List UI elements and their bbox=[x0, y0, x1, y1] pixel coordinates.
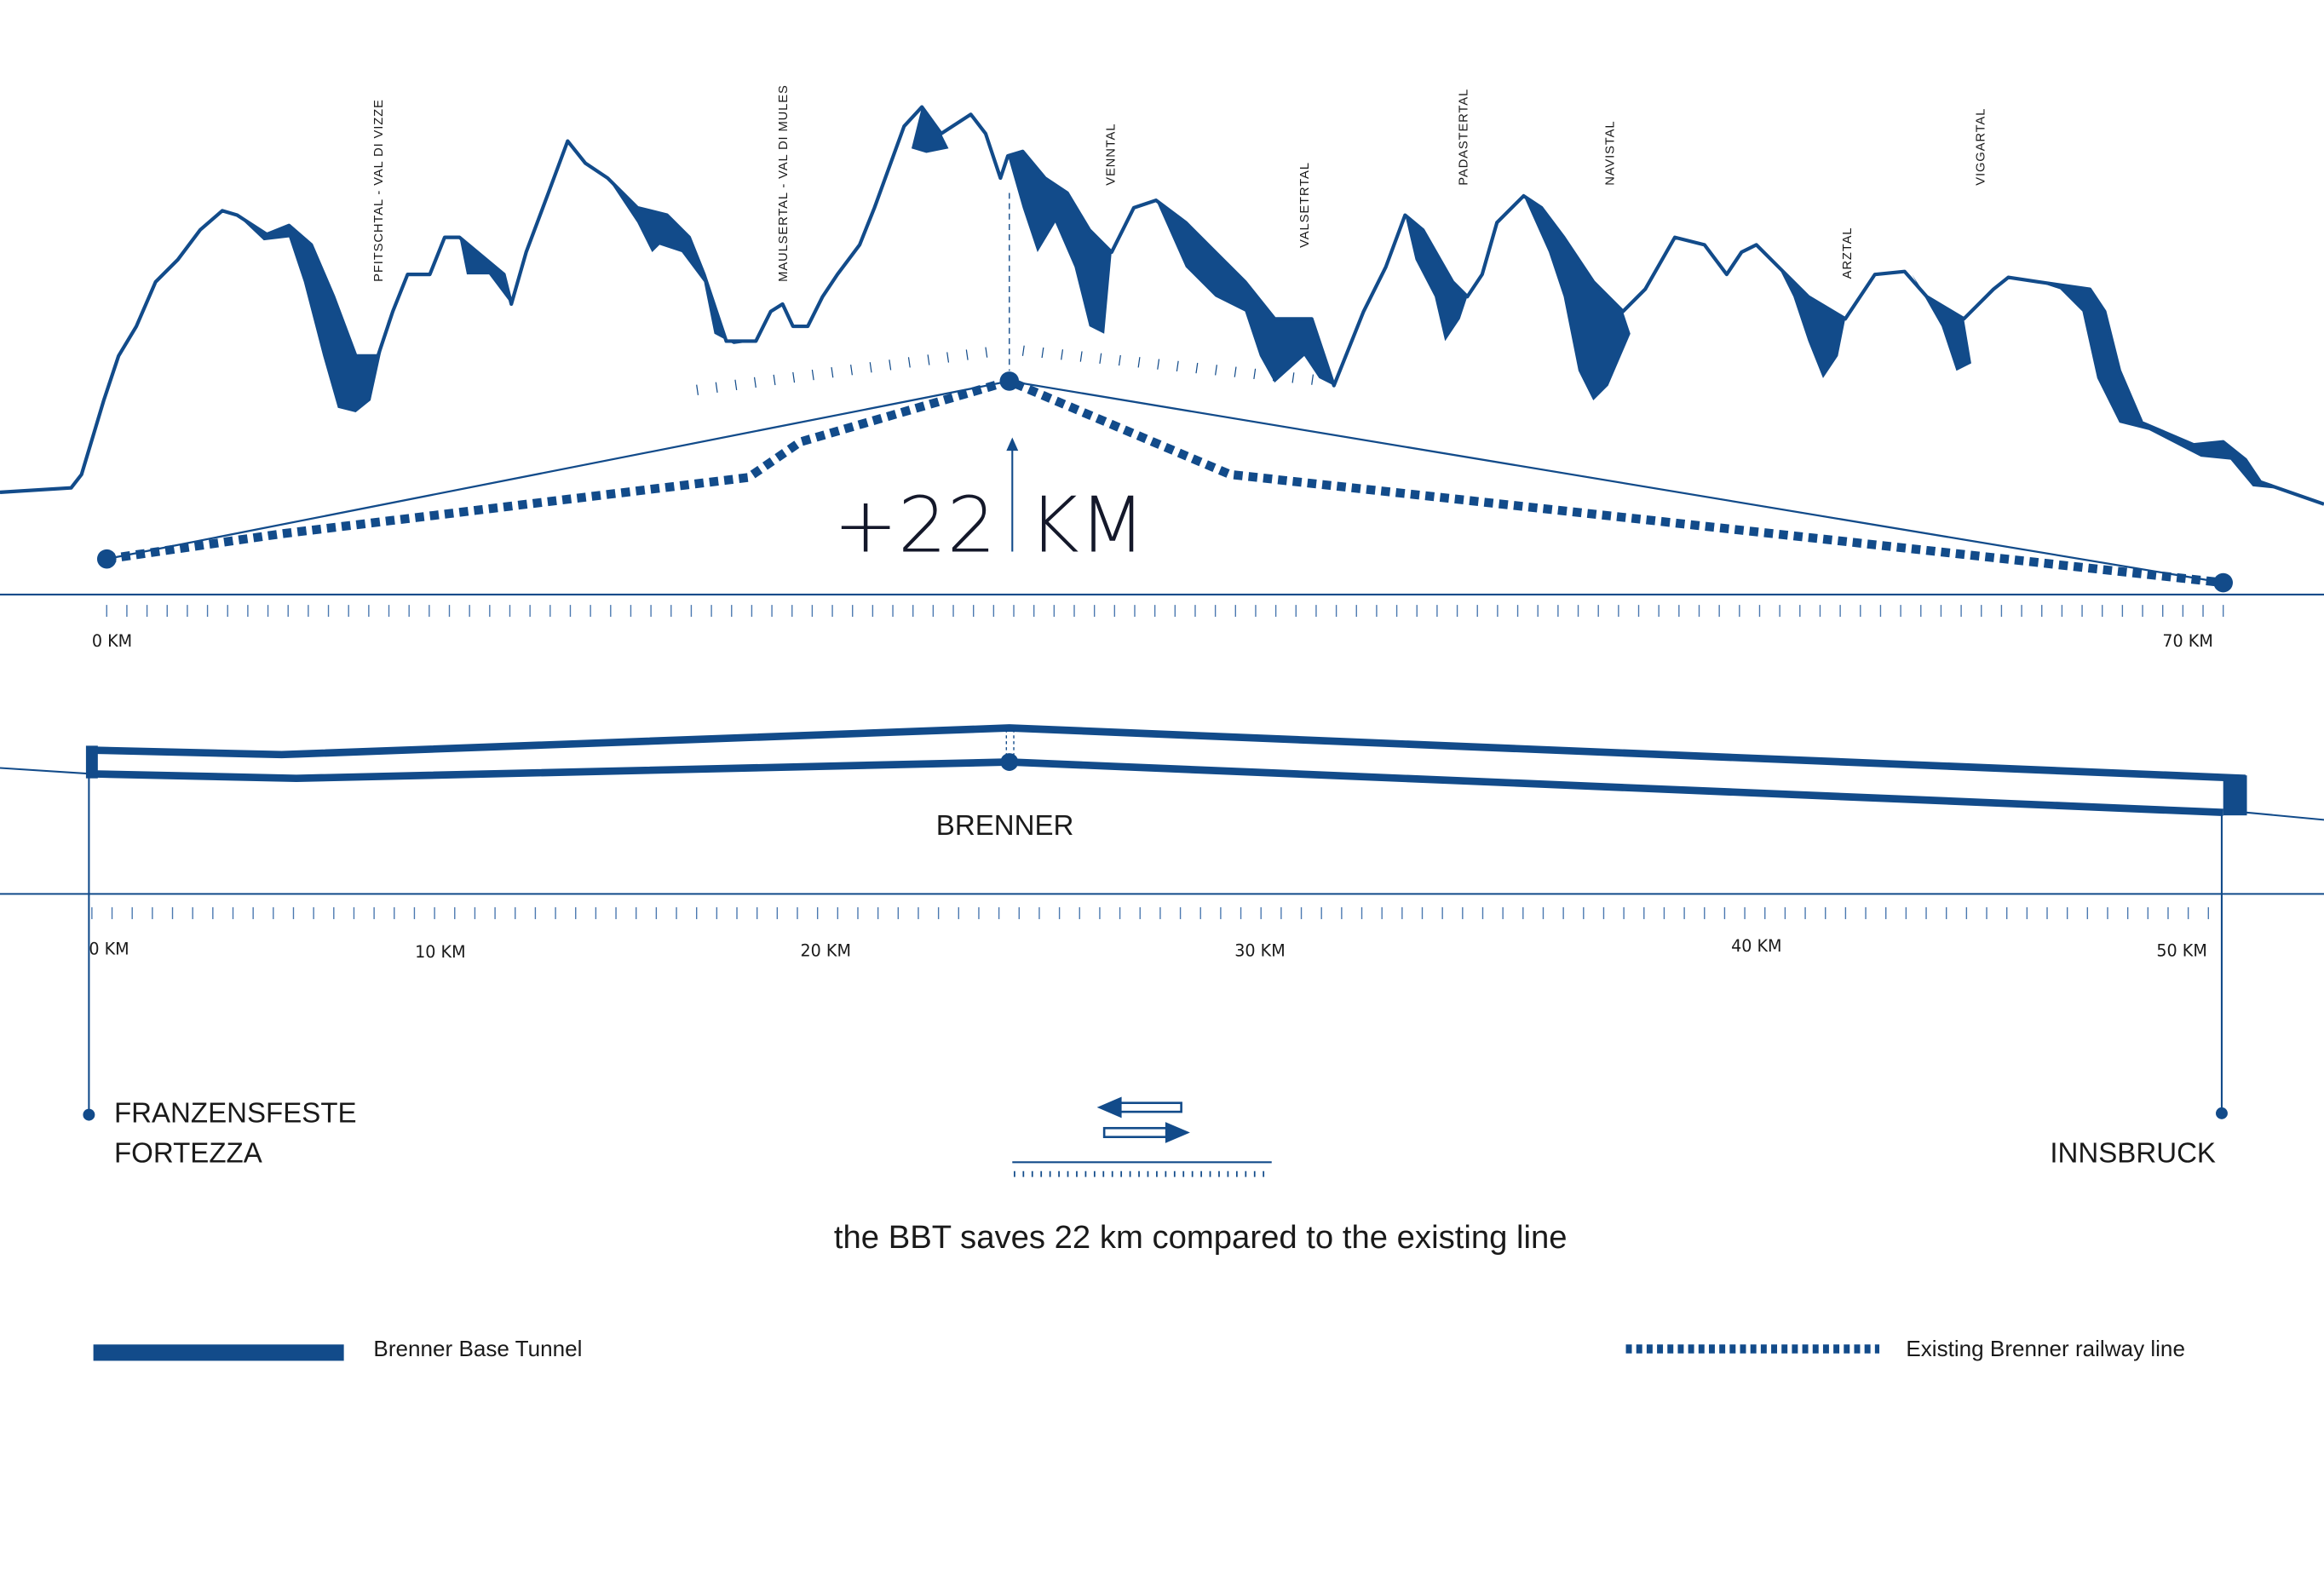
axis-label: 30 KM bbox=[1234, 940, 1285, 960]
valley-label: VALSETRTAL bbox=[1298, 162, 1312, 248]
brenner-label: BRENNER bbox=[936, 810, 1074, 842]
tick bbox=[753, 377, 756, 388]
valley-label: PADASTERTAL bbox=[1457, 89, 1470, 186]
existing-line bbox=[106, 376, 2224, 588]
legend: Brenner Base Tunnel Existing Brenner rai… bbox=[93, 1336, 2185, 1361]
tick bbox=[1118, 354, 1121, 366]
brenner-point bbox=[999, 371, 1020, 391]
brenner-point bbox=[1000, 753, 1019, 771]
tick bbox=[889, 359, 892, 371]
axis-label: 40 KM bbox=[1731, 936, 1781, 956]
tick bbox=[1061, 349, 1064, 360]
mountain-shading bbox=[237, 106, 2283, 490]
axis-label: 20 KM bbox=[800, 940, 850, 960]
tick bbox=[1021, 345, 1025, 356]
end-station-label: INNSBRUCK bbox=[2050, 1137, 2216, 1169]
tick bbox=[907, 357, 911, 368]
tick bbox=[1157, 359, 1160, 370]
arrow-up-icon bbox=[1006, 437, 1019, 451]
tick bbox=[734, 379, 738, 391]
tick bbox=[1041, 347, 1044, 359]
axis-label: 70 KM bbox=[2162, 631, 2212, 651]
tunnel-lower-tube bbox=[91, 758, 2223, 817]
valley-label: MAULSERTAL - VAL DI MULES bbox=[777, 84, 791, 282]
start-station-label: FRANZENSFESTE bbox=[114, 1097, 357, 1129]
tick bbox=[946, 352, 950, 363]
tick bbox=[965, 349, 969, 360]
tick bbox=[1079, 351, 1083, 362]
start-station-label-alt: FORTEZZA bbox=[114, 1137, 262, 1169]
legend-existing-label: Existing Brenner railway line bbox=[1906, 1336, 2185, 1361]
axis-ticks bbox=[91, 907, 2209, 919]
tick bbox=[1253, 368, 1257, 380]
legend-tunnel-label: Brenner Base Tunnel bbox=[373, 1336, 582, 1361]
tick bbox=[1272, 370, 1275, 382]
tunnel-diagram: BRENNER 0 KM 10 KM 20 KM 30 KM 40 KM 50 … bbox=[0, 724, 2324, 1169]
valley-label: PFITSCHTAL - VAL DI VIZZE bbox=[372, 99, 386, 282]
valley-label: VIGGARTAL bbox=[1975, 108, 1988, 186]
tick bbox=[1291, 372, 1295, 383]
axis-ticks bbox=[106, 605, 2224, 618]
axis-label: 0 KM bbox=[89, 940, 129, 959]
tick bbox=[1099, 353, 1102, 364]
tick bbox=[792, 371, 796, 383]
tick bbox=[773, 374, 776, 386]
bidirectional-arrows-icon bbox=[1012, 1096, 1272, 1177]
difference-value: +22 bbox=[833, 480, 996, 570]
tunnel-upper-tube bbox=[91, 724, 2246, 783]
axis-label: 0 KM bbox=[92, 631, 132, 651]
end-point bbox=[2213, 572, 2234, 593]
mountain-profile bbox=[0, 105, 2324, 506]
legend-tunnel-swatch bbox=[93, 1344, 344, 1361]
tick bbox=[985, 347, 988, 358]
valley-label: ARZTAL bbox=[1841, 227, 1855, 279]
difference-unit: KM bbox=[1028, 480, 1145, 570]
start-point bbox=[96, 549, 117, 569]
valley-labels: PFITSCHTAL - VAL DI VIZZE MAULSERTAL - V… bbox=[372, 84, 1988, 282]
tick bbox=[1195, 362, 1199, 374]
tick bbox=[1311, 374, 1314, 385]
axis-label: 50 KM bbox=[2156, 940, 2206, 960]
tick bbox=[1137, 357, 1141, 368]
axis-label: 10 KM bbox=[415, 942, 465, 962]
tick bbox=[1215, 365, 1217, 376]
tick bbox=[831, 366, 834, 378]
tick bbox=[811, 369, 814, 381]
tick bbox=[927, 354, 930, 365]
tick bbox=[1234, 366, 1237, 377]
valley-label: VENNTAL bbox=[1104, 124, 1118, 186]
tick bbox=[869, 362, 872, 373]
valley-label: NAVISTAL bbox=[1604, 121, 1618, 186]
upper-comparison: +22 KM 0 KM 70 KM bbox=[0, 345, 2324, 651]
caption: the BBT saves 22 km compared to the exis… bbox=[834, 1219, 1568, 1256]
tick bbox=[850, 365, 853, 376]
tick bbox=[715, 382, 718, 393]
bbt-line bbox=[106, 380, 2223, 584]
tick bbox=[1176, 360, 1179, 372]
tick bbox=[696, 384, 699, 395]
gradient-ticks bbox=[696, 345, 1314, 395]
